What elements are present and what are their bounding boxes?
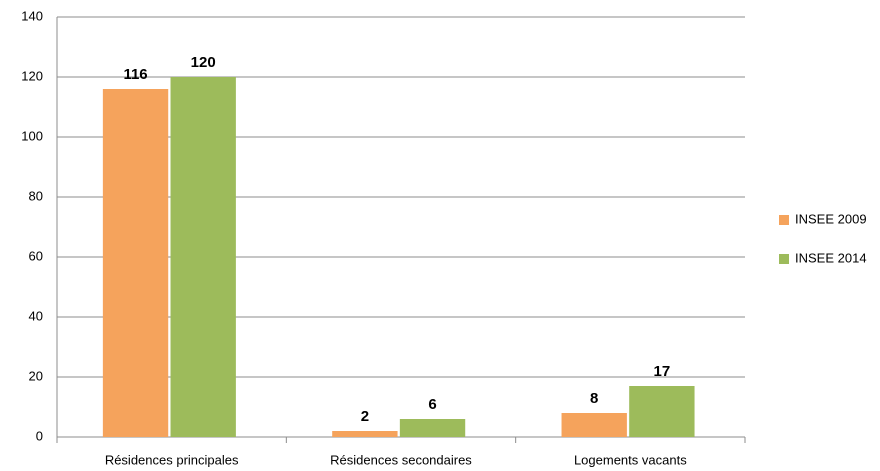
y-tick-label: 60 <box>29 248 43 263</box>
legend-label: INSEE 2014 <box>795 250 867 265</box>
x-tick-label: Logements vacants <box>574 452 687 467</box>
y-tick-label: 100 <box>21 128 43 143</box>
bar <box>332 431 398 437</box>
y-tick-label: 20 <box>29 368 43 383</box>
value-label: 116 <box>123 66 147 83</box>
y-tick-label: 0 <box>36 428 43 443</box>
value-label: 2 <box>361 408 369 425</box>
value-label: 17 <box>654 363 671 380</box>
y-tick-label: 80 <box>29 188 43 203</box>
bar <box>561 413 627 437</box>
bar <box>629 386 695 437</box>
legend-label: INSEE 2009 <box>795 211 867 226</box>
value-label: 120 <box>191 54 216 71</box>
value-label: 6 <box>428 396 436 413</box>
y-tick-label: 140 <box>21 8 43 23</box>
x-tick-label: Résidences secondaires <box>330 452 472 467</box>
bar <box>399 419 466 437</box>
bar <box>170 77 236 437</box>
y-tick-label: 120 <box>21 68 43 83</box>
x-tick-label: Résidences principales <box>105 452 239 467</box>
value-label: 8 <box>590 390 598 407</box>
y-tick-label: 40 <box>29 308 43 323</box>
bar <box>102 89 169 437</box>
legend-swatch <box>779 215 789 225</box>
legend-swatch <box>779 254 789 264</box>
